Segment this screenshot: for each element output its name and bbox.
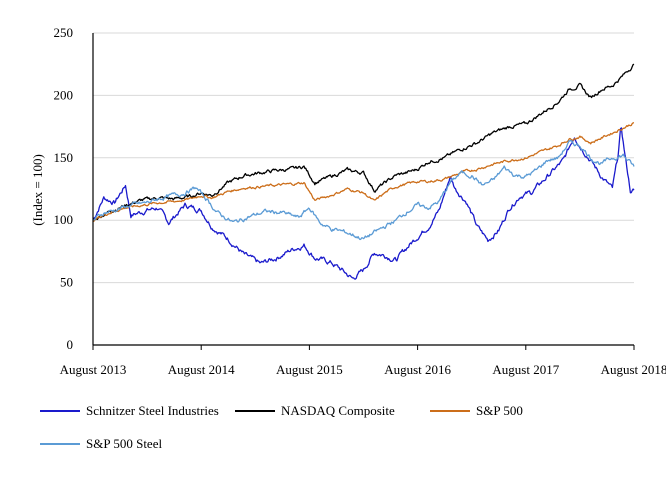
x-tick-label: August 2017: [492, 362, 559, 377]
series-line: [92, 63, 635, 221]
y-tick-labels: 0 50 100 150 200 250: [54, 25, 74, 352]
y-tick-label: 250: [54, 25, 74, 40]
legend-label: S&P 500 Steel: [86, 436, 162, 451]
y-tick-label: 200: [54, 87, 74, 102]
legend-label: S&P 500: [476, 403, 523, 418]
x-tick-label: August 2016: [384, 362, 451, 377]
y-axis-label: (Index = 100): [30, 154, 45, 226]
series-line: [92, 139, 635, 241]
x-tick-label: August 2014: [168, 362, 235, 377]
y-tick-label: 50: [60, 275, 73, 290]
x-tick-label: August 2013: [60, 362, 127, 377]
y-tick-label: 150: [54, 150, 74, 165]
legend-label: Schnitzer Steel Industries: [86, 403, 219, 418]
series-line: [92, 127, 635, 280]
x-tick-label: August 2015: [276, 362, 343, 377]
y-tick-label: 100: [54, 212, 74, 227]
series-lines: [92, 63, 635, 280]
legend-label: NASDAQ Composite: [281, 403, 395, 418]
axes: [92, 33, 635, 350]
grid-lines: [93, 32, 634, 284]
series-line: [92, 122, 635, 222]
legend: Schnitzer Steel Industries NASDAQ Composi…: [40, 403, 523, 451]
x-tick-label: August 2018: [601, 362, 666, 377]
x-tick-labels: August 2013 August 2014 August 2015 August …: [60, 362, 666, 377]
y-tick-label: 0: [67, 337, 74, 352]
